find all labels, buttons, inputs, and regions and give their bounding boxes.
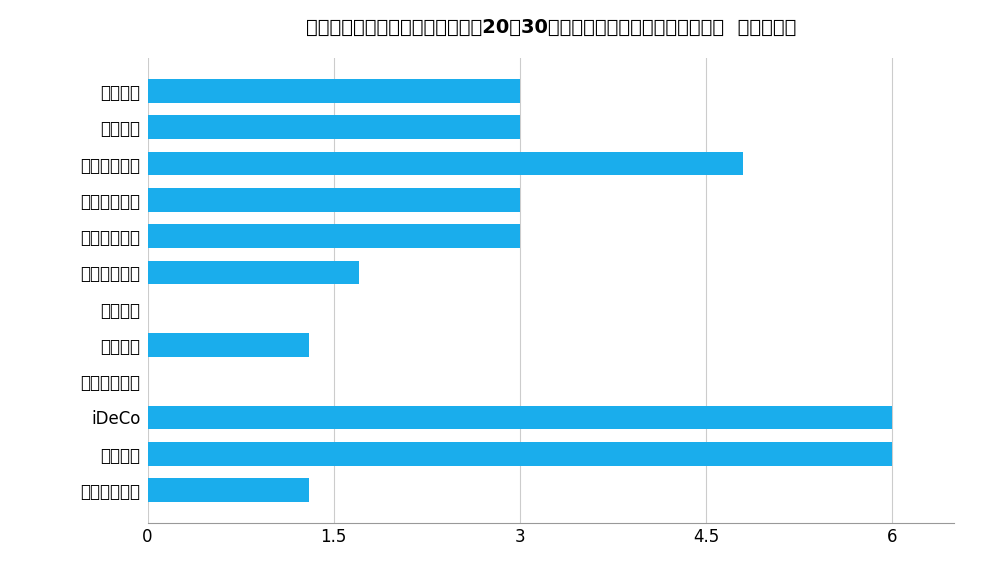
- Bar: [148, 188, 520, 211]
- Bar: [148, 406, 892, 429]
- Bar: [148, 442, 892, 465]
- Bar: [148, 224, 520, 248]
- Bar: [148, 333, 309, 357]
- Bar: [148, 79, 520, 103]
- Bar: [148, 260, 358, 284]
- Title: 結婚して子供のいる共働き夫婦の20代30代の妻にとって必要な保険とは？  （複数可）: 結婚して子供のいる共働き夫婦の20代30代の妻にとって必要な保険とは？ （複数可…: [306, 18, 796, 37]
- Bar: [148, 116, 520, 139]
- Bar: [148, 152, 744, 175]
- Bar: [148, 478, 309, 502]
